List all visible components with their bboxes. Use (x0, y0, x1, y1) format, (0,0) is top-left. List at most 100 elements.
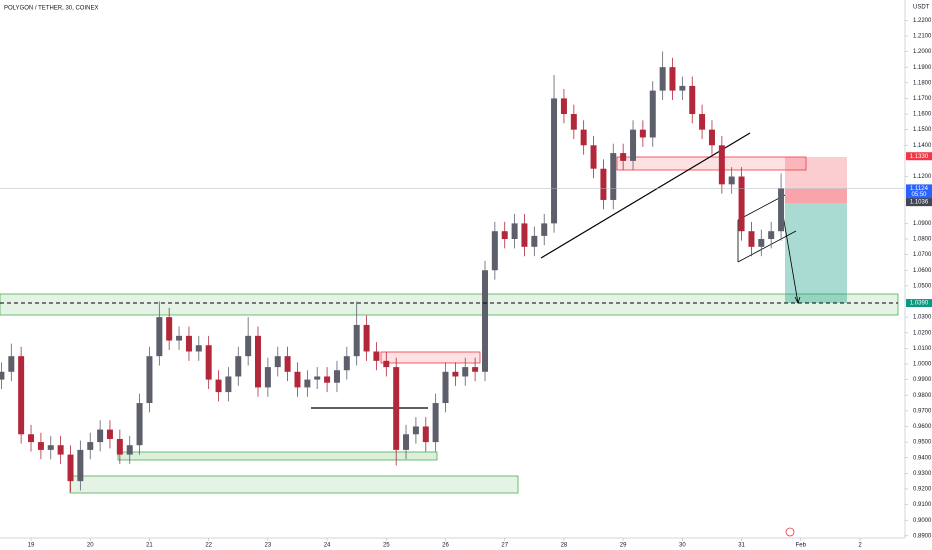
candle-body (708, 129, 715, 146)
candle-body (304, 379, 311, 388)
candle-body (363, 324, 370, 352)
x-tick-label: 30 (679, 543, 686, 549)
y-tick-label: 1.0800 (913, 237, 932, 243)
x-tick-label: 2 (858, 543, 862, 549)
y-tick-label: 1.1400 (913, 143, 932, 149)
candle-body (699, 114, 706, 130)
x-tick-label: 21 (146, 543, 153, 549)
y-tick-label: 1.0200 (913, 330, 932, 336)
projection-arrow (782, 214, 799, 304)
candle-body (679, 85, 686, 91)
candle-body (669, 67, 676, 91)
candle-body (620, 153, 627, 161)
candle-body (590, 145, 597, 169)
candle-body (472, 367, 479, 372)
candle-body (18, 356, 25, 435)
candle-body (689, 85, 696, 115)
x-tick-label: 19 (28, 543, 35, 549)
candle-body (649, 90, 656, 138)
candle-body (333, 370, 340, 383)
y-tick-label: 1.0700 (913, 252, 932, 258)
candle-body (580, 129, 587, 146)
candle-body (403, 434, 410, 450)
price-label: 1.1330 (910, 154, 929, 160)
candle-body (551, 98, 558, 224)
x-tick-label: 29 (620, 543, 627, 549)
y-tick-label: 0.9100 (913, 502, 932, 508)
x-tick-label: 24 (324, 543, 331, 549)
x-tick-label: 20 (87, 543, 94, 549)
candle-body (738, 176, 745, 232)
x-tick-label: 27 (501, 543, 508, 549)
y-tick-label: 0.8900 (913, 533, 932, 539)
candle-body (195, 345, 202, 352)
candle-body (67, 454, 74, 482)
y-tick-label: 1.2000 (913, 49, 932, 55)
candle-body (28, 434, 35, 443)
y-tick-label: 0.9500 (913, 440, 932, 446)
candle-body (353, 324, 360, 357)
price-label-box (906, 198, 932, 207)
y-tick-label: 1.0600 (913, 268, 932, 274)
candle-body (630, 129, 637, 161)
x-tick-label: 26 (442, 543, 449, 549)
event-icon[interactable] (785, 527, 795, 537)
trend-line (540, 132, 751, 259)
candle-body (422, 426, 429, 443)
candle-body (264, 367, 271, 388)
candle-body (215, 379, 222, 393)
candle-body (432, 403, 439, 443)
demand-zone (117, 451, 438, 461)
candle-body (274, 356, 281, 368)
candle-body (156, 317, 163, 357)
y-tick-label: 1.0100 (913, 346, 932, 352)
supply-zone (616, 156, 807, 171)
y-tick-label: 0.9800 (913, 393, 932, 399)
x-tick-label: Feb (796, 543, 807, 549)
y-tick-label: 1.0000 (913, 362, 932, 368)
channel-line (737, 194, 786, 221)
candle-body (728, 176, 735, 185)
candle-body (768, 231, 775, 240)
y-tick-label: 0.9300 (913, 471, 932, 477)
candle-body (758, 239, 765, 247)
target-area (785, 203, 847, 303)
candle-body (314, 376, 321, 380)
axis-unit: USDT (913, 5, 930, 11)
candle-body (106, 429, 113, 439)
x-tick-label: 31 (738, 543, 745, 549)
y-tick-label: 1.2200 (913, 18, 932, 24)
candle-body (343, 356, 350, 371)
candle-body (639, 129, 646, 138)
candle-body (245, 335, 252, 357)
y-tick-label: 0.9400 (913, 455, 932, 461)
candle-body (235, 356, 242, 377)
x-tick-label: 28 (561, 543, 568, 549)
candle-body (97, 429, 104, 443)
candle-body (462, 367, 469, 377)
y-tick-label: 1.1700 (913, 96, 932, 102)
candle-body (482, 270, 489, 372)
y-tick-label: 0.9000 (913, 518, 932, 524)
candle-body (47, 445, 54, 450)
candle-body (541, 223, 548, 236)
candle-body (560, 98, 567, 115)
drawings (0, 132, 899, 494)
candle-body (87, 442, 94, 450)
y-tick-label: 1.1800 (913, 80, 932, 86)
candle-body (442, 371, 449, 404)
price-label: 1.1124 (910, 186, 929, 192)
y-tick-label: 1.1600 (913, 112, 932, 118)
candle-body (659, 67, 666, 91)
candle-body (412, 426, 419, 435)
candle-body (205, 345, 212, 380)
candle-body (511, 223, 518, 240)
price-label-box (906, 184, 932, 199)
x-tick-label: 25 (383, 543, 390, 549)
candle-body (531, 235, 538, 247)
candle-body (521, 223, 528, 247)
candle-body (146, 356, 153, 404)
y-tick-label: 0.9900 (913, 377, 932, 383)
candle-body (0, 371, 5, 380)
candle-body (8, 356, 15, 372)
